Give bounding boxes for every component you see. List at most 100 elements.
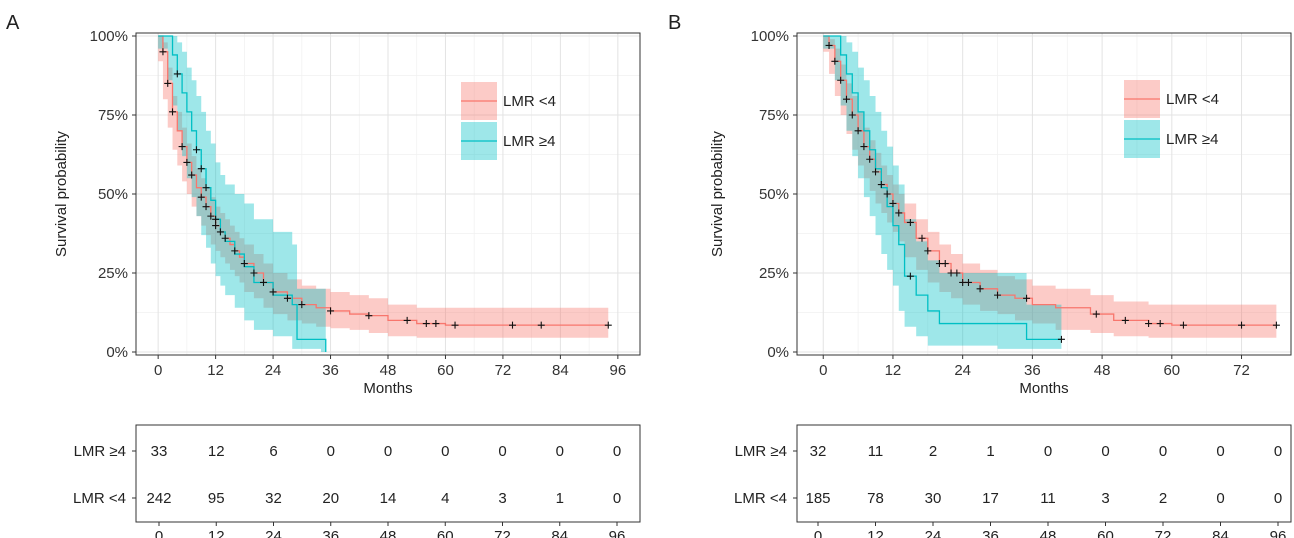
survival-curve-high [823,35,1062,341]
censor-mark [889,199,897,207]
x-tick-label: 48 [380,362,397,379]
risk-value: 4 [441,490,449,507]
y-tick-label: 25% [759,265,789,282]
censor-mark [202,203,210,211]
censor-mark [848,111,856,119]
risk-value: 30 [925,490,942,507]
legend-label-low: LMR <4 [1166,91,1219,108]
risk-value: 6 [269,443,277,460]
censor-mark [509,321,516,329]
censor-mark [895,209,903,217]
censor-mark [221,234,229,242]
censor-mark [240,260,248,268]
risk-x-tick-label: 12 [867,528,884,538]
y-tick-label: 100% [90,28,128,45]
censor-mark [164,79,172,87]
risk-value: 78 [867,490,884,507]
risk-x-tick-label: 60 [437,528,454,538]
censor-mark [1272,321,1280,329]
ci-band-high [158,36,326,352]
survival-curve-low [823,35,1277,326]
risk-x-tick-label: 24 [925,528,942,538]
risk-table-frame [796,424,1292,523]
censor-mark [1238,321,1246,329]
risk-value: 0 [613,490,621,507]
risk-x-tick-label: 48 [380,528,397,538]
censor-mark [941,260,949,268]
risk-value: 0 [556,443,564,460]
risk-x-tick-label: 48 [1040,528,1057,538]
censor-mark [197,165,205,173]
legend-label-low: LMR <4 [503,93,556,110]
censor-mark [1057,335,1065,343]
censor-mark [202,184,210,192]
censor-mark [994,291,1002,299]
x-tick-label: 84 [552,362,569,379]
censor-mark [173,70,181,78]
risk-value: 0 [1216,443,1224,460]
ci-band-low [823,36,1277,338]
risk-value: 0 [1274,490,1282,507]
censor-mark [298,301,306,309]
risk-value: 32 [265,490,282,507]
y-tick-label: 100% [751,28,789,45]
risk-value: 0 [1216,490,1224,507]
risk-value: 0 [1274,443,1282,460]
censor-mark [403,316,411,324]
risk-value: 32 [810,443,827,460]
x-tick-label: 24 [265,362,282,379]
censor-mark [178,143,186,151]
x-tick-label: 24 [954,362,971,379]
censor-mark [216,228,224,236]
x-axis-title: Months [363,380,412,397]
censor-mark [964,278,972,286]
censor-mark [207,212,215,220]
risk-value: 2 [929,443,937,460]
censor-mark [159,48,167,56]
x-tick-label: 36 [322,362,339,379]
censor-mark [854,127,862,135]
censor-mark [883,190,891,198]
risk-row-label: LMR <4 [73,490,126,507]
y-tick-label: 0% [767,344,789,361]
censor-mark [1121,316,1129,324]
censor-mark [1023,294,1031,302]
risk-value: 3 [498,490,506,507]
censor-mark [212,215,220,223]
censor-mark [432,320,440,328]
censor-mark [860,143,868,151]
censor-mark [212,222,220,230]
risk-value: 0 [327,443,335,460]
risk-x-tick-label: 0 [155,528,163,538]
risk-value: 1 [986,443,994,460]
risk-value: 0 [1101,443,1109,460]
ci-band-high [823,36,1062,349]
risk-x-tick-label: 36 [322,528,339,538]
risk-value: 0 [1044,443,1052,460]
censor-mark [231,247,239,255]
x-axis-title: Months [1019,380,1068,397]
censor-mark [976,285,984,293]
censor-mark [283,294,291,302]
risk-value: 185 [805,490,830,507]
censor-mark [1145,320,1153,328]
risk-value: 0 [1159,443,1167,460]
censor-mark [250,269,258,277]
x-tick-label: 60 [1163,362,1180,379]
risk-x-tick-label: 24 [265,528,282,538]
risk-table-frame [135,424,641,523]
censor-mark [877,181,885,189]
censor-mark [831,57,839,65]
risk-row-label: LMR ≥4 [74,443,126,460]
y-axis-title: Survival probability [53,131,70,257]
risk-value: 0 [498,443,506,460]
censor-mark [604,321,612,329]
y-tick-label: 0% [106,344,128,361]
censor-mark [825,41,833,49]
risk-x-tick-label: 72 [1155,528,1172,538]
y-tick-label: 75% [98,107,128,124]
censor-mark [192,146,200,154]
risk-value: 17 [982,490,999,507]
censor-mark [327,307,335,315]
